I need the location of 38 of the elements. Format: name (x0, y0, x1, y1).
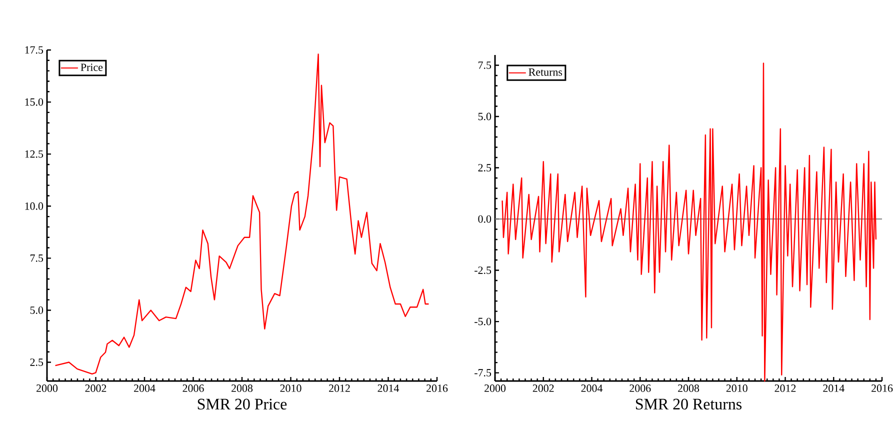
line-series (54, 54, 430, 375)
x-tick-label: 2016 (872, 384, 893, 392)
y-tick-label: 2.5 (30, 358, 44, 366)
x-axis-title: SMR 20 Price (198, 398, 287, 410)
y-tick-label: -5.0 (474, 318, 492, 326)
line-series (502, 62, 877, 382)
y-tick-label: 5.0 (30, 306, 44, 314)
y-tick-label: 5.0 (478, 112, 492, 120)
x-tick-label: 2008 (232, 384, 253, 392)
x-tick-label: 2000 (36, 384, 58, 392)
y-tick-label: 2.5 (478, 164, 492, 172)
x-axis-title: SMR 20 Returns (636, 398, 742, 410)
x-tick-label: 2006 (630, 384, 651, 392)
x-tick-label: 2006 (182, 384, 204, 392)
x-tick-label: 2010 (726, 384, 748, 392)
x-tick-label: 2002 (532, 384, 554, 392)
legend-label: Returns (528, 68, 562, 76)
y-tick-label: 15.0 (25, 98, 44, 106)
y-tick-label: 7.5 (478, 62, 492, 69)
y-tick-label: 17.5 (25, 46, 44, 54)
x-tick-label: 2008 (678, 384, 700, 392)
x-tick-label: 2014 (378, 384, 400, 392)
x-tick-label: 2004 (581, 384, 603, 392)
x-tick-label: 2004 (134, 384, 156, 392)
legend-label: Price (80, 64, 103, 72)
x-tick-label: 2012 (329, 384, 350, 392)
x-tick-label: 2016 (426, 384, 448, 392)
x-tick-label: 2012 (774, 384, 796, 392)
x-tick-label: 2010 (280, 384, 302, 392)
x-tick-label: 2014 (823, 384, 844, 392)
y-tick-label: -7.5 (474, 369, 492, 376)
y-tick-label: 7.5 (30, 254, 44, 262)
y-tick-label: -2.5 (474, 266, 492, 274)
x-tick-label: 2000 (484, 384, 506, 392)
y-tick-label: 0.0 (478, 215, 492, 223)
x-tick-label: 2002 (85, 384, 106, 392)
y-tick-label: 10.0 (25, 202, 44, 210)
y-tick-label: 12.5 (25, 150, 44, 158)
